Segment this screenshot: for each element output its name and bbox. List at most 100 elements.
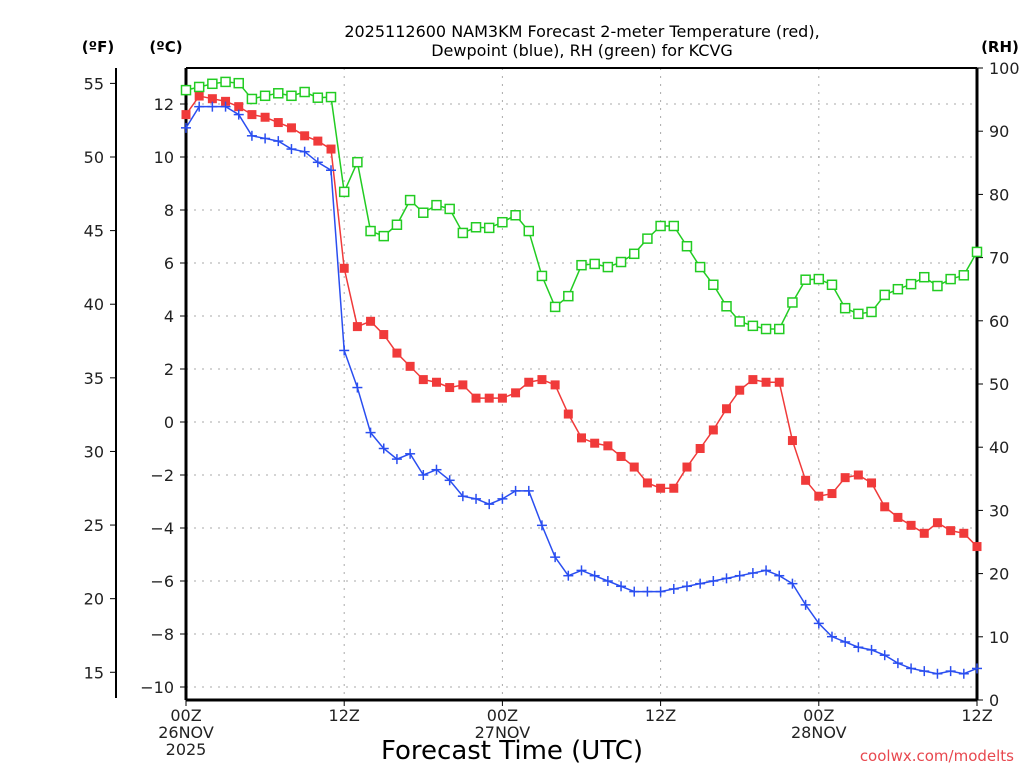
chart-title-line-1: 2025112600 NAM3KM Forecast 2-meter Tempe… (344, 22, 819, 41)
dewpoint-point (523, 485, 534, 496)
temperature-point (234, 102, 244, 112)
rh-point (853, 308, 864, 320)
temperature-point (616, 451, 626, 461)
x-tick-label: 26NOV (158, 723, 214, 742)
rh-point (839, 302, 851, 314)
rh-point (483, 222, 495, 234)
rh-point (932, 280, 943, 292)
rh-point (365, 225, 376, 237)
temperature-point (656, 483, 666, 493)
x-tick-label: 12Z (329, 706, 360, 725)
temperature-point (405, 361, 415, 371)
rh-point (760, 323, 772, 335)
temperature-point (748, 375, 758, 385)
fahrenheit-tick-label: 40 (84, 295, 104, 314)
rh-point (273, 88, 284, 99)
temperature-point (339, 263, 349, 273)
temperature-point (273, 118, 283, 128)
rh-point (549, 301, 561, 313)
rh-point (813, 273, 825, 285)
rh-point (457, 227, 469, 239)
dewpoint-point (444, 475, 455, 486)
temperature-point (787, 436, 797, 446)
rh-point (694, 261, 706, 273)
rh-unit-label: (RH) (981, 38, 1019, 56)
temperature-point (669, 483, 679, 493)
rh-point (431, 199, 442, 211)
rh-tick-label: 40 (989, 438, 1009, 457)
dewpoint-point (418, 470, 429, 480)
rh-point (338, 186, 350, 198)
temperature-point (946, 526, 956, 536)
rh-point (774, 323, 785, 335)
rh-point (233, 77, 244, 89)
temperature-point (801, 475, 811, 485)
dewpoint-point (510, 485, 521, 496)
dewpoint-point (220, 101, 231, 112)
rh-tick-label: 70 (989, 249, 1009, 268)
dewpoint-point (906, 663, 917, 674)
rh-point (470, 222, 482, 233)
rh-tick-label: 90 (989, 122, 1009, 141)
temperature-point (445, 383, 455, 393)
dewpoint-point (826, 631, 837, 642)
dewpoint-point (840, 636, 851, 647)
x-tick-label: 28NOV (791, 723, 847, 742)
temperature-point (708, 425, 718, 435)
temperature-point (642, 478, 652, 488)
temperature-point (392, 348, 402, 358)
dewpoint-point (536, 520, 547, 531)
rh-tick-label: 80 (989, 185, 1009, 204)
rh-point (404, 194, 416, 206)
temperature-point (695, 444, 705, 453)
rh-point (523, 225, 535, 237)
x-tick-label: 2025 (166, 740, 207, 759)
dewpoint-point (246, 130, 257, 141)
temperature-point (326, 144, 336, 154)
rh-point (945, 273, 956, 285)
celsius-tick-label: −4 (150, 519, 174, 538)
rh-tick-label: 50 (989, 375, 1009, 394)
temperature-point (379, 330, 389, 340)
rh-tick-label: 60 (989, 312, 1009, 331)
x-tick-label: 00Z (803, 706, 834, 725)
dewpoint-point (589, 570, 600, 581)
temperature-point (590, 438, 600, 448)
dewpoint-point (892, 658, 903, 669)
dewpoint-point (932, 668, 943, 679)
temperature-point (774, 377, 784, 387)
dewpoint-point (484, 499, 495, 510)
dewpoint-point (774, 570, 785, 581)
dewpoint-point (286, 144, 297, 155)
temperature-point (221, 96, 231, 106)
celsius-tick-label: −2 (150, 466, 174, 485)
temperature-point (932, 518, 942, 528)
dewpoint-point (260, 133, 271, 144)
fahrenheit-unit-label: (ºF) (82, 38, 114, 56)
dewpoint-point (668, 583, 679, 594)
rh-point (971, 246, 983, 258)
rh-tick-label: 100 (989, 59, 1020, 78)
temperature-point (906, 520, 916, 530)
dewpoint-point (550, 552, 561, 563)
celsius-tick-label: 0 (164, 413, 174, 432)
temperature-point (537, 375, 547, 385)
temperature-point (761, 377, 771, 387)
rh-point (721, 301, 732, 312)
temperature-point (880, 502, 890, 512)
fahrenheit-tick-label: 25 (84, 516, 104, 535)
temperature-point (260, 112, 270, 122)
axes (110, 67, 983, 706)
temperature-point (431, 377, 441, 387)
temperature-point (840, 473, 850, 483)
celsius-tick-label: 2 (164, 360, 174, 379)
dewpoint-point (431, 464, 442, 475)
dewpoint-point (299, 146, 310, 157)
rh-point (708, 279, 719, 291)
temperature-point (366, 316, 376, 326)
rh-tick-label: 0 (989, 691, 999, 710)
rh-point (193, 81, 205, 93)
temperature-point (972, 542, 982, 552)
dewpoint-point (879, 650, 890, 661)
